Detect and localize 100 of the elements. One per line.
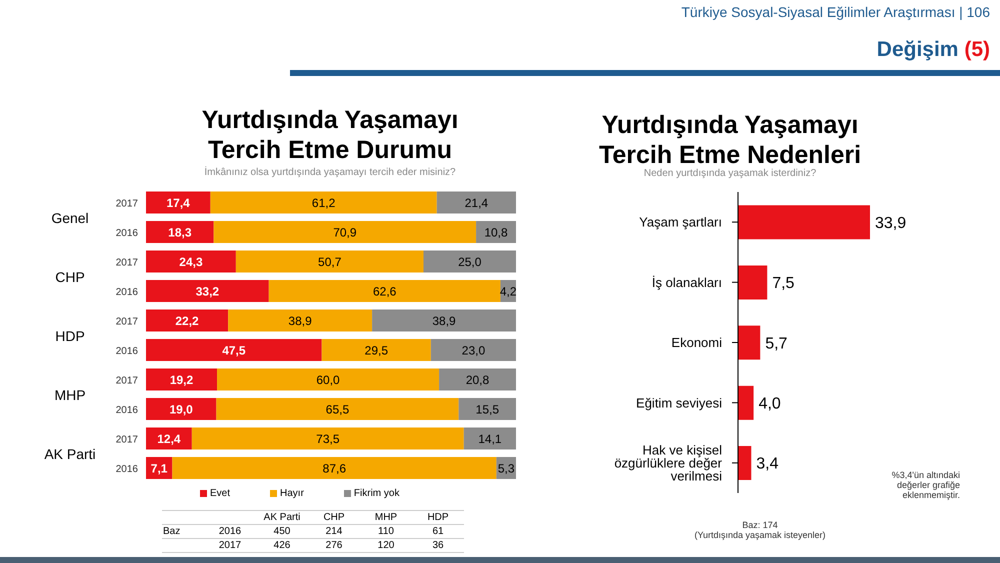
y-tick-label: 2016 [116,228,138,239]
y-tick-label: 2016 [116,464,138,475]
chart-title: Yurtdışında Yaşamayı Tercih Etme Nedenleri [598,110,862,169]
text: (Yurtdışında yaşamak isteyenler) [694,530,826,540]
bar [430,339,516,362]
data-label: 7,5 [772,275,795,292]
y-tick-label: 2016 [116,404,138,416]
data-label: 65,5 [326,402,350,416]
text: (5) [964,38,990,61]
legend-label: Fikrim yok [352,488,400,499]
text: Baz: 174 [742,520,778,530]
bar [146,368,218,391]
text: HDP [426,511,450,524]
bar [738,265,768,300]
text: 426 [272,539,292,552]
bar [146,280,269,302]
bar [738,205,870,240]
text: 276 [324,539,344,552]
bar [236,250,424,273]
bar [268,280,500,302]
data-label: 38,9 [288,314,312,328]
chart-subtitle: İmkânınız olsa yurtdışında yaşamayı tercih eder misiniz? [203,167,457,178]
data-label: 60,0 [316,372,340,387]
text: Değişim [876,38,958,61]
bar [738,326,760,360]
y-tick-label: 2017 [116,375,138,386]
bar [228,310,372,332]
bar [214,221,476,244]
bar [146,339,322,362]
text: 110 [377,525,395,538]
bar [372,310,516,332]
data-label: 7,1 [150,461,168,476]
legend-label: Evet [209,488,230,499]
bar [458,398,516,420]
bar [146,192,210,214]
bar [146,310,228,332]
data-label: 17,4 [166,196,190,210]
y-tick-label: 2017 [116,434,138,446]
data-label: 20,8 [466,372,490,387]
bar [146,221,214,244]
y-tick-label: Eğitim seviyesi [636,395,722,410]
text: CHP [322,511,346,524]
y-tick-label: 2016 [116,346,138,357]
data-label: 14,1 [478,432,502,446]
text: 120 [376,539,396,552]
y-tick-label: Hak ve kişisel özgürlüklere değer verilmesi [614,442,723,484]
bar [436,192,516,214]
data-label: 10,8 [484,225,508,240]
text: 36 [431,539,445,552]
data-label: 33,9 [875,214,906,232]
bar [146,457,172,480]
data-label: 25,0 [458,254,482,269]
bar [439,368,516,391]
bar [322,339,431,362]
text: 214 [324,525,344,538]
data-label: 38,9 [432,314,456,328]
data-label: 73,5 [316,432,340,446]
text: 61 [431,525,445,538]
text: %3,4'ün altındaki değerler grafiğe eklenmemiştir. [890,470,960,500]
data-label: 24,3 [179,254,203,269]
data-label: 87,6 [322,461,346,476]
bar [172,457,496,480]
bar [192,428,464,450]
y-tick-label: Ekonomi [671,335,722,350]
bar [210,192,437,214]
text: Türkiye Sosyal-Siyasal Eğilimler Araştırması | 106 [681,4,990,20]
text: MHP [53,386,87,404]
text: Baz [162,525,182,538]
text: CHP [54,268,86,286]
data-label: 50,7 [318,254,342,269]
bar [217,368,440,391]
y-tick-label: 2017 [116,257,138,268]
data-label: 29,5 [364,343,388,358]
bar [146,250,236,273]
data-label: 33,2 [196,284,220,298]
data-label: 18,3 [168,225,192,240]
bar [738,386,754,420]
bar [476,221,516,244]
data-label: 62,6 [372,284,397,298]
data-label: 61,2 [312,196,336,210]
data-label: 15,5 [476,402,500,416]
data-label: 5,3 [498,461,515,476]
chart-title: Yurtdışında Yaşamayı Tercih Etme Durumu [200,105,460,165]
bar [464,428,516,450]
data-label: 5,7 [765,335,788,352]
text: 2016 [218,525,242,538]
text: Genel [50,208,90,226]
text: 2017 [218,539,242,552]
data-label: 21,4 [464,196,488,210]
text: MHP [374,511,398,524]
data-label: 70,9 [333,225,357,240]
y-tick-label: 2016 [116,286,138,298]
chart-subtitle: Neden yurtdışında yaşamak isterdiniz? [642,168,818,179]
text: AK Parti [43,444,97,462]
text: HDP [54,326,86,344]
data-label: 4,0 [758,396,781,413]
data-label: 12,4 [157,432,181,446]
data-label: 19,0 [169,402,194,416]
data-label: 3,4 [756,456,779,473]
text: 450 [272,525,292,538]
